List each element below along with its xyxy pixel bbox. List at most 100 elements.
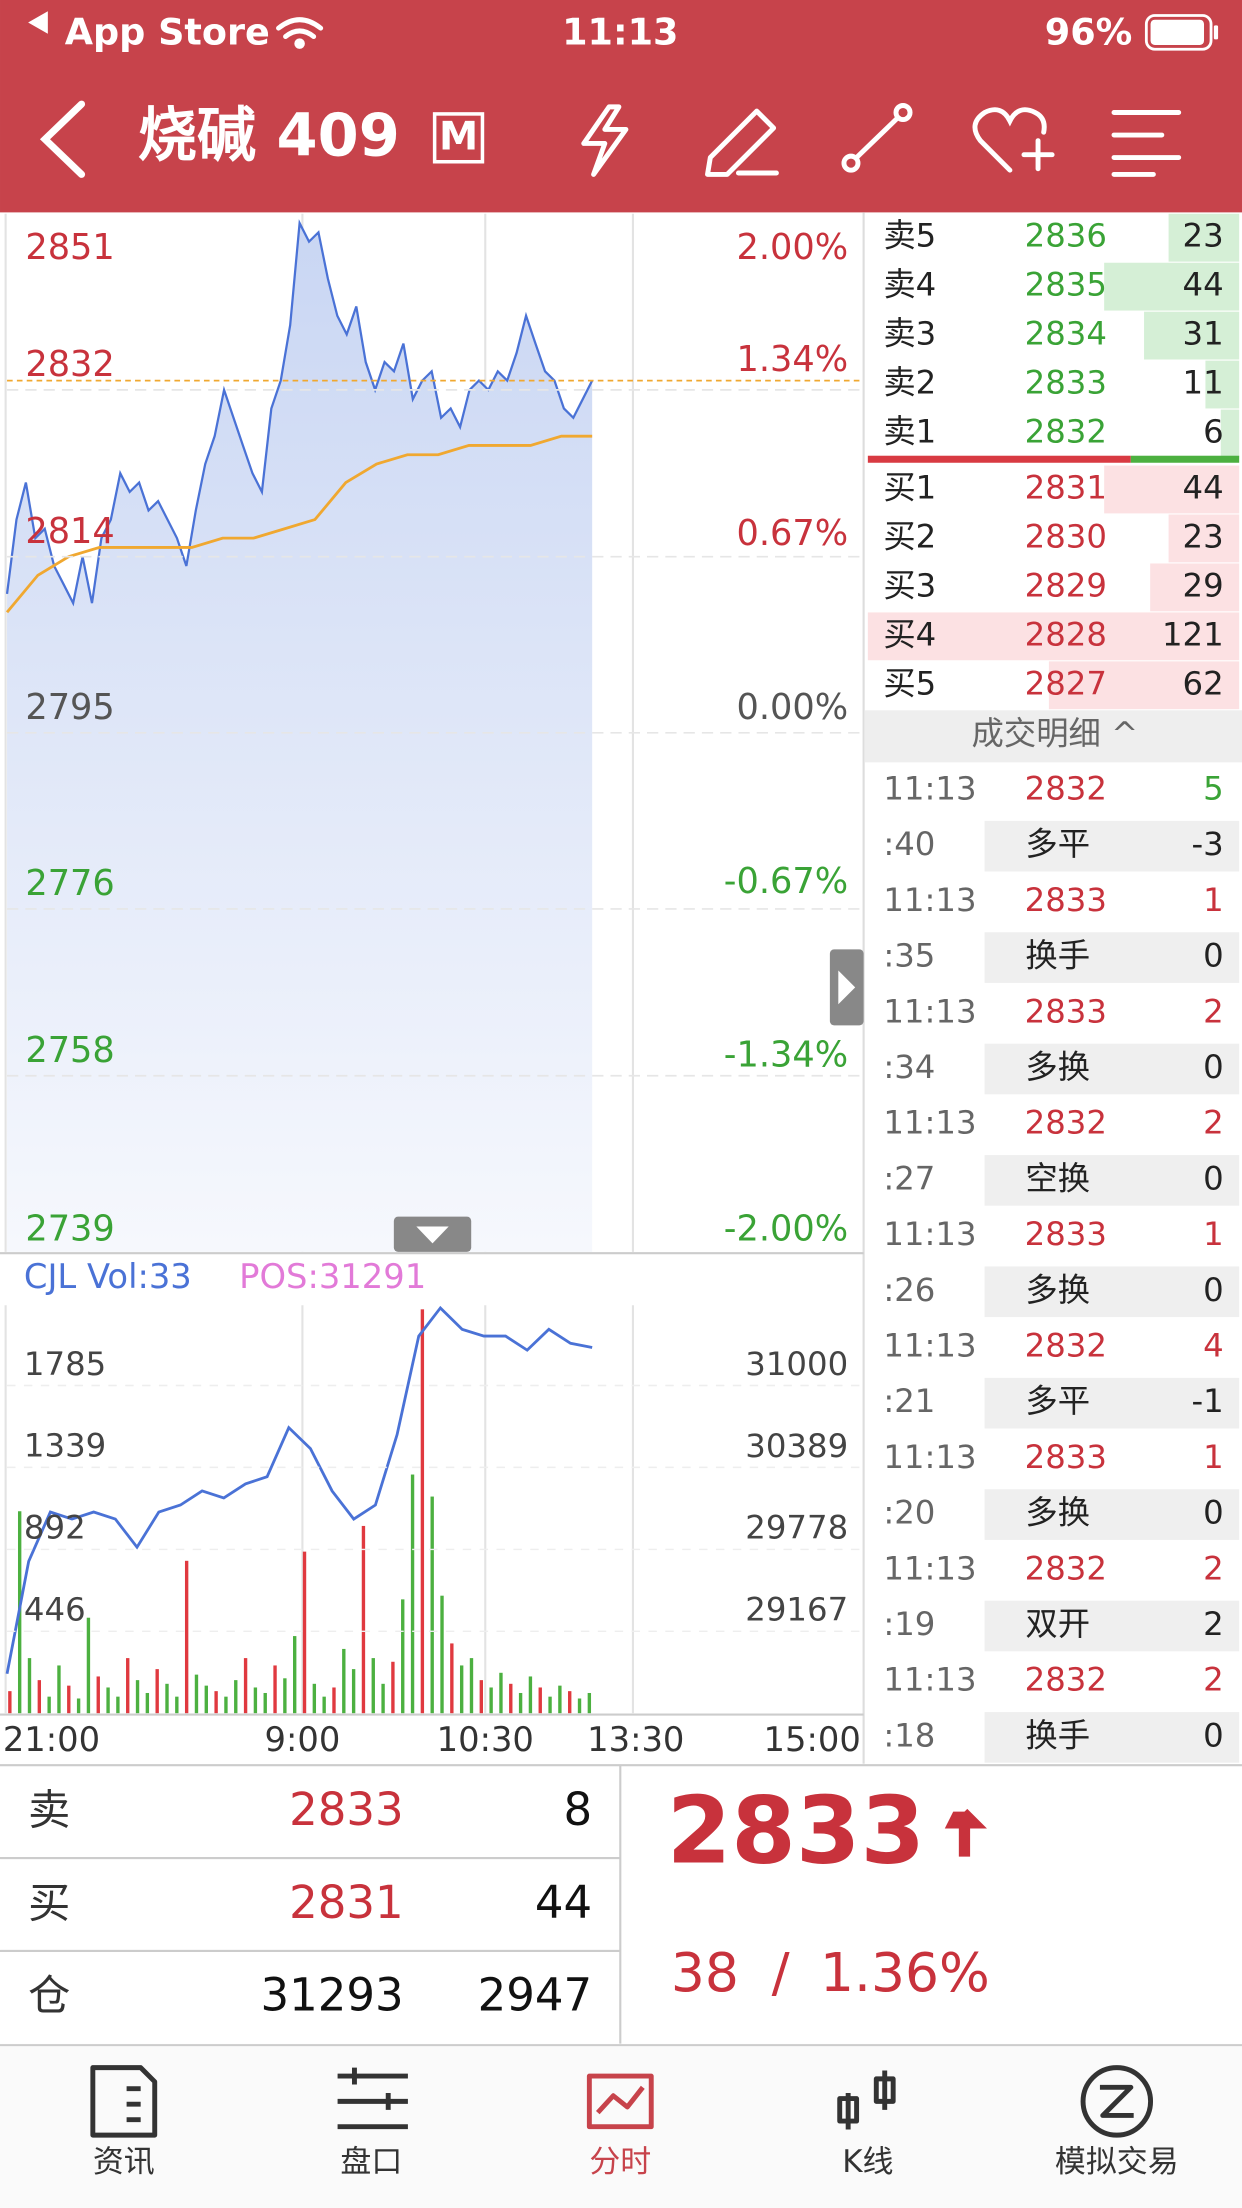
depth-bar bbox=[1144, 311, 1240, 360]
book-price: 2831 bbox=[1025, 468, 1107, 506]
volume-bar bbox=[499, 1672, 503, 1714]
book-qty: 6 bbox=[1203, 412, 1224, 450]
menu-button[interactable] bbox=[1111, 110, 1182, 177]
sim-icon bbox=[1080, 2065, 1154, 2138]
volume-bar bbox=[106, 1687, 110, 1714]
wifi-icon bbox=[276, 17, 324, 49]
back-to-app-icon[interactable] bbox=[28, 11, 48, 34]
tab-label[interactable]: 分时 bbox=[589, 2144, 651, 2180]
trade-kind-bg bbox=[984, 1712, 1240, 1763]
badge-box bbox=[432, 112, 485, 164]
tab-label[interactable]: K线 bbox=[842, 2144, 893, 2180]
trade-time: 11:13 bbox=[883, 881, 976, 919]
book-icon bbox=[337, 2067, 408, 2130]
book-label: 卖5 bbox=[883, 217, 936, 255]
trade-change: 0 bbox=[1203, 1271, 1224, 1309]
volume-bar bbox=[322, 1696, 326, 1714]
volume-bar bbox=[116, 1696, 120, 1714]
volume-bar bbox=[371, 1658, 375, 1714]
volume-bar bbox=[8, 1691, 12, 1714]
trade-kind-bg bbox=[984, 820, 1240, 872]
trades-header[interactable]: 成交明细 ^ bbox=[972, 715, 1139, 753]
favorite-button[interactable] bbox=[972, 107, 1055, 173]
trade-price: 2832 bbox=[1025, 1326, 1107, 1364]
volume-bar bbox=[145, 1692, 150, 1714]
y-tick-label: 2851 bbox=[25, 227, 114, 268]
volume-bar bbox=[469, 1658, 474, 1714]
sim-icon-z bbox=[1099, 2084, 1134, 2118]
bid-share-bar bbox=[867, 455, 1131, 463]
quote-price: 31293 bbox=[261, 1969, 404, 2022]
volume-bar bbox=[283, 1678, 287, 1714]
volume-bar bbox=[548, 1696, 552, 1714]
trade-time: 11:13 bbox=[883, 1215, 976, 1253]
volume-bar bbox=[175, 1696, 179, 1714]
line-tool-button[interactable] bbox=[841, 103, 913, 173]
trade-time: 11:13 bbox=[883, 1661, 976, 1699]
price-change: 38 bbox=[671, 1941, 739, 2004]
volume-bar bbox=[165, 1683, 169, 1714]
volume-bar bbox=[37, 1680, 42, 1714]
volume-bar bbox=[430, 1496, 434, 1714]
depth-bar bbox=[1104, 465, 1240, 514]
trade-time: 11:13 bbox=[883, 992, 976, 1030]
book-price: 2834 bbox=[1025, 315, 1107, 353]
volume-bar bbox=[459, 1665, 464, 1714]
price-line bbox=[5, 219, 594, 607]
trade-price: 2832 bbox=[1025, 1104, 1107, 1142]
position-line bbox=[5, 1305, 593, 1675]
book-label: 卖1 bbox=[883, 412, 936, 450]
book-price: 2835 bbox=[1025, 266, 1107, 304]
quote-label: 仓 bbox=[28, 1971, 70, 2020]
tab-label[interactable]: 模拟交易 bbox=[1055, 2144, 1179, 2180]
trade-price: 2833 bbox=[1025, 1438, 1107, 1476]
volume-bar bbox=[381, 1683, 385, 1714]
y2-tick-label: 2.00% bbox=[736, 227, 848, 268]
book-label: 买1 bbox=[883, 468, 936, 506]
depth-bar bbox=[1150, 563, 1240, 612]
trade-change: 0 bbox=[1203, 1494, 1224, 1532]
y-tick-label: 2776 bbox=[25, 863, 114, 904]
draw-button[interactable] bbox=[705, 108, 779, 177]
trade-kind-bg bbox=[984, 1600, 1240, 1652]
volume-bar bbox=[214, 1691, 218, 1714]
depth-bar bbox=[1168, 213, 1240, 262]
tab-label[interactable]: 资讯 bbox=[93, 2144, 155, 2180]
book-price: 2830 bbox=[1025, 517, 1107, 555]
book-price: 2836 bbox=[1025, 217, 1107, 255]
y-tick-label: 892 bbox=[24, 1509, 86, 1547]
expand-handle[interactable] bbox=[829, 949, 864, 1026]
trade-price: 2833 bbox=[1025, 881, 1107, 919]
news-icon bbox=[90, 2065, 158, 2138]
book-price: 2827 bbox=[1025, 664, 1107, 702]
volume-bar bbox=[391, 1661, 395, 1714]
trade-change: 2 bbox=[1203, 1605, 1224, 1643]
volume-bar bbox=[302, 1551, 307, 1714]
volume-bar bbox=[410, 1474, 415, 1714]
flash-button[interactable] bbox=[581, 104, 629, 177]
trade-kind: 多平 bbox=[1025, 825, 1090, 863]
trade-kind: 多换 bbox=[1025, 1494, 1090, 1532]
tab-label[interactable]: 盘口 bbox=[340, 2144, 402, 2180]
volume-bar bbox=[126, 1658, 130, 1714]
change-separator: / bbox=[772, 1941, 790, 2004]
trade-kind-bg bbox=[984, 1043, 1240, 1095]
volume-bar bbox=[204, 1685, 208, 1714]
tabs: 资讯 盘口 分时 K线 模拟交易 bbox=[93, 2144, 1179, 2180]
volume-bar bbox=[479, 1680, 483, 1714]
trade-price: 2832 bbox=[1025, 1549, 1107, 1587]
clock: 11:13 bbox=[562, 10, 678, 53]
trade-kind-bg bbox=[984, 1377, 1240, 1429]
volume-bar bbox=[342, 1648, 346, 1714]
trade-volume: 2 bbox=[1203, 992, 1224, 1030]
trade-seconds: :27 bbox=[883, 1159, 935, 1197]
collapse-handle[interactable] bbox=[393, 1216, 472, 1252]
back-button[interactable] bbox=[39, 100, 86, 178]
y-tick-label: 2795 bbox=[25, 687, 114, 728]
trade-kind: 多换 bbox=[1025, 1271, 1090, 1309]
volume-bar bbox=[401, 1599, 405, 1714]
book-qty: 62 bbox=[1183, 664, 1224, 702]
trade-kind: 多平 bbox=[1025, 1382, 1090, 1420]
